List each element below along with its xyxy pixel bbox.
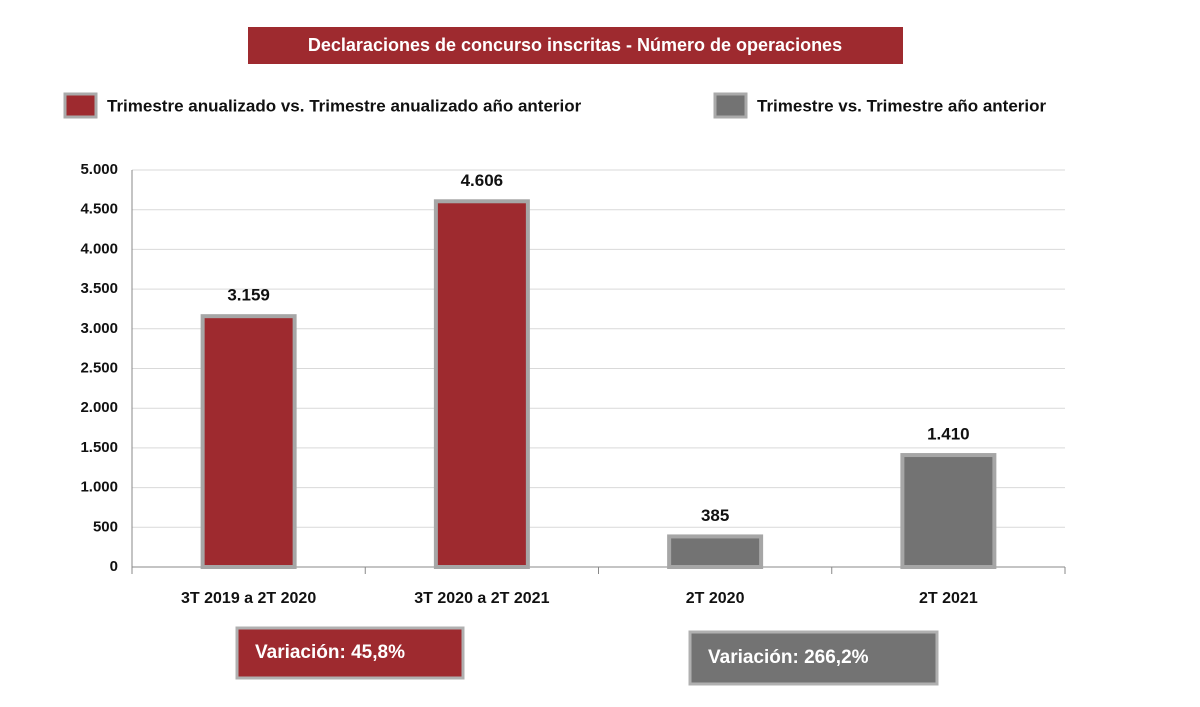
x-tick-label: 3T 2020 a 2T 2021 <box>414 590 549 607</box>
bar <box>433 199 530 569</box>
annotation-box <box>688 630 939 686</box>
y-tick-label: 4.000 <box>80 240 118 257</box>
y-tick-label: 4.500 <box>80 201 118 218</box>
x-tick-label: 2T 2021 <box>919 590 978 607</box>
y-tick-label: 1.000 <box>80 479 118 496</box>
x-tick-label: 3T 2019 a 2T 2020 <box>181 590 316 607</box>
value-label: 385 <box>701 506 729 525</box>
y-tick-label: 1.500 <box>80 439 118 456</box>
bar <box>900 453 997 569</box>
value-label: 3.159 <box>227 286 270 305</box>
bar <box>200 314 297 570</box>
legend-swatch <box>63 92 98 119</box>
legend-label: Trimestre vs. Trimestre año anterior <box>757 96 1047 115</box>
y-tick-label: 3.500 <box>80 280 118 297</box>
y-tick-label: 2.500 <box>80 359 118 376</box>
y-tick-label: 500 <box>93 518 118 535</box>
y-tick-label: 3.000 <box>80 320 118 337</box>
bar <box>667 534 764 570</box>
legend-label: Trimestre anualizado vs. Trimestre anual… <box>107 96 582 115</box>
value-label: 1.410 <box>927 425 970 444</box>
title-box <box>248 27 903 64</box>
legend-swatch <box>713 92 748 119</box>
annotation: Variación: 45,8% <box>255 642 405 663</box>
value-label: 4.606 <box>461 171 504 190</box>
y-tick-label: 2.000 <box>80 399 118 416</box>
y-tick-label: 0 <box>110 558 118 575</box>
x-tick-label: 2T 2020 <box>686 590 745 607</box>
annotation-box <box>235 626 465 680</box>
chart-title: Declaraciones de concurso inscritas - Nú… <box>308 35 842 55</box>
y-tick-label: 5.000 <box>80 161 118 178</box>
annotation: Variación: 266,2% <box>708 647 869 668</box>
